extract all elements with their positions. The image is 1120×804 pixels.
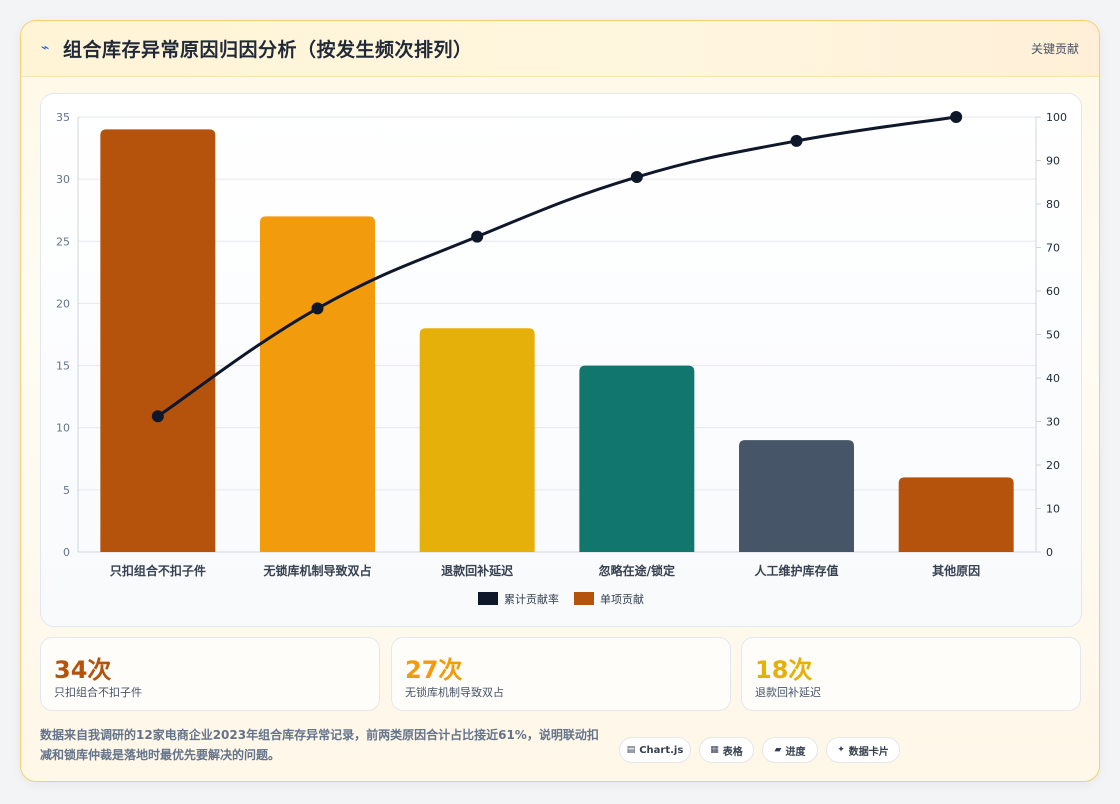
y-right-tick-label: 0: [1046, 546, 1053, 559]
bar: [260, 216, 375, 552]
legend-label: 单项贡献: [600, 592, 644, 606]
cumulative-line: [156, 115, 957, 418]
y-right-tick-label: 90: [1046, 155, 1060, 168]
y-left-tick-label: 25: [56, 235, 70, 248]
cumulative-point: [151, 410, 164, 423]
data-card-button[interactable]: ✦ 数据卡片: [826, 737, 900, 763]
button-label: 表格: [722, 746, 743, 758]
x-category-label: 无锁库机制导致双占: [262, 563, 371, 578]
stat-label: 只扣组合不扣子件: [54, 686, 142, 699]
y-left-tick-label: 30: [56, 173, 70, 186]
y-right-tick-label: 10: [1046, 503, 1060, 516]
bar: [898, 477, 1014, 552]
stat-value: 18次: [755, 656, 813, 684]
pareto-chart-panel: 0 5 10 15 20 25 30 35 0 10 20 30 40 50 60 70 80 90 100 只扣组合…: [40, 93, 1082, 627]
y-left-tick-label: 0: [63, 546, 70, 559]
stat-label: 无锁库机制导致双占: [405, 686, 504, 699]
button-label: Chart.js: [639, 744, 684, 756]
button-label: 进度: [785, 746, 806, 758]
y-left-tick-label: 15: [56, 360, 70, 373]
lightning-icon: ⌁: [41, 40, 50, 56]
table-button[interactable]: ▦ 表格: [699, 737, 754, 763]
stat-card-2: 27次 无锁库机制导致双占: [391, 637, 731, 711]
y-right-tick-label: 30: [1046, 416, 1060, 429]
legend-label: 累计贡献率: [504, 592, 559, 606]
chart-icon: ▤: [626, 745, 636, 755]
chartjs-button[interactable]: ▤ Chart.js: [619, 737, 691, 763]
progress-icon: ▰: [774, 745, 782, 755]
progress-button[interactable]: ▰ 进度: [762, 737, 818, 763]
y-right-tick-label: 60: [1046, 285, 1060, 298]
bar: [739, 440, 854, 552]
pareto-chart: 0 5 10 15 20 25 30 35 0 10 20 30 40 50 60 70 80 90 100 只扣组合…: [56, 111, 1067, 606]
x-category-label: 人工维护库存值: [754, 563, 838, 578]
x-category-label: 退款回补延迟: [441, 563, 513, 578]
cumulative-point: [630, 171, 643, 184]
legend-swatch: [478, 592, 498, 605]
y-left-tick-label: 20: [56, 297, 70, 310]
page-title: 组合库存异常原因归因分析（按发生频次排列）: [63, 39, 473, 61]
key-contribution-tag[interactable]: 关键贡献: [1030, 42, 1079, 56]
cumulative-point: [790, 134, 803, 147]
stat-card-3: 18次 退款回补延迟: [741, 637, 1081, 711]
cumulative-point: [311, 302, 324, 315]
bar: [100, 129, 216, 552]
y-right-tick-label: 100: [1046, 111, 1067, 124]
button-label: 数据卡片: [848, 746, 889, 758]
y-right-tick-label: 50: [1046, 329, 1060, 342]
cumulative-point: [950, 111, 963, 123]
y-left-tick-label: 5: [63, 484, 70, 497]
stat-label: 退款回补延迟: [755, 686, 821, 699]
stat-value: 34次: [54, 656, 112, 684]
x-category-label: 忽略在途/锁定: [599, 563, 675, 578]
analysis-card: ⌁ 组合库存异常原因归因分析（按发生频次排列） 关键贡献 0 5 10 15 20 25 3…: [20, 20, 1100, 782]
bar: [419, 328, 535, 552]
y-right-tick-label: 80: [1046, 198, 1060, 211]
stat-card-1: 34次 只扣组合不扣子件: [40, 637, 380, 711]
table-icon: ▦: [710, 745, 719, 755]
y-right-tick-label: 40: [1046, 372, 1060, 385]
y-left-tick-label: 10: [56, 422, 70, 435]
data-source-note: 数据来自我调研的12家电商企业2023年组合库存异常记录，前两类原因合计占比接近…: [40, 728, 599, 762]
bar: [579, 365, 695, 552]
cumulative-point: [471, 230, 484, 243]
y-right-tick-label: 70: [1046, 242, 1060, 255]
data-card-icon: ✦: [837, 745, 845, 755]
y-left-tick-label: 35: [56, 111, 70, 124]
x-category-label: 其他原因: [932, 563, 980, 578]
y-right-tick-label: 20: [1046, 459, 1060, 472]
x-category-label: 只扣组合不扣子件: [110, 563, 206, 578]
stat-value: 27次: [405, 656, 463, 684]
legend-swatch: [574, 592, 594, 605]
card-header: ⌁ 组合库存异常原因归因分析（按发生频次排列） 关键贡献: [21, 21, 1099, 77]
